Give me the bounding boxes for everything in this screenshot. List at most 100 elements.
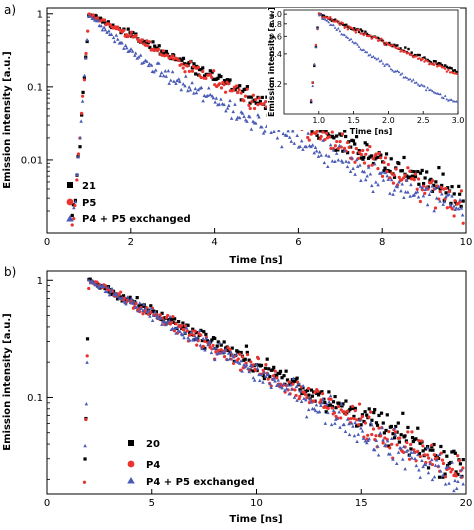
data-point [330, 130, 334, 134]
data-point [351, 139, 356, 143]
data-point [357, 150, 361, 154]
inset-data-point [411, 78, 415, 81]
data-point [386, 162, 390, 167]
data-point [222, 350, 227, 354]
data-point [385, 170, 389, 174]
y-tick-label: 1 [37, 9, 43, 20]
data-point [193, 329, 197, 333]
data-point [291, 380, 295, 384]
inset-data-point [346, 28, 350, 31]
data-point [177, 58, 181, 63]
data-point [326, 406, 330, 410]
data-point [259, 363, 264, 367]
data-point [423, 447, 428, 451]
data-point [369, 410, 373, 414]
inset-data-point [368, 53, 372, 56]
data-point [330, 159, 335, 163]
inset-data-point [418, 57, 421, 60]
data-point [85, 37, 89, 42]
data-point [370, 183, 374, 188]
panel-a-x-title: Time [ns] [229, 255, 282, 266]
data-point [306, 407, 311, 412]
inset-data-point [429, 61, 433, 64]
data-point [292, 141, 297, 145]
data-point [262, 376, 266, 381]
data-point [379, 156, 383, 160]
data-point [187, 85, 191, 89]
data-point [360, 413, 365, 417]
data-point [304, 398, 308, 402]
data-point [342, 148, 347, 153]
data-point [111, 35, 116, 40]
data-point [439, 444, 443, 449]
panel-b-points [82, 277, 465, 493]
inset-data-point [316, 27, 319, 30]
data-point [142, 302, 146, 306]
data-point [321, 130, 325, 134]
data-point [131, 301, 135, 305]
data-point [78, 135, 82, 140]
inset-x-tick-label: 1.0 [312, 116, 325, 125]
data-point [249, 364, 254, 368]
inset-data-point [392, 43, 396, 47]
data-point [222, 102, 226, 107]
data-point [113, 291, 118, 295]
data-point [152, 69, 156, 74]
data-point [450, 207, 454, 211]
data-point [147, 61, 152, 66]
data-point [355, 164, 360, 168]
data-point [320, 390, 324, 394]
data-point [233, 88, 237, 92]
data-point [444, 465, 449, 470]
x-tick-label: 4 [211, 237, 217, 248]
data-point [428, 461, 432, 466]
data-point [410, 436, 415, 440]
data-point [314, 391, 319, 395]
data-point [103, 286, 107, 291]
data-point [245, 350, 249, 355]
inset-data-point [450, 98, 453, 101]
data-point [171, 54, 175, 58]
data-point [146, 312, 151, 316]
data-point [335, 416, 339, 420]
data-point [160, 49, 164, 53]
data-point [295, 376, 299, 380]
data-point [222, 79, 227, 83]
inset-data-point [362, 33, 366, 37]
inset-data-point [455, 99, 458, 103]
data-point [282, 374, 286, 378]
data-point [416, 169, 420, 174]
data-point [150, 318, 155, 323]
data-point [396, 450, 401, 454]
data-point [151, 40, 155, 44]
data-point [371, 427, 376, 431]
data-point [152, 309, 156, 313]
data-point [432, 442, 436, 447]
data-point [109, 289, 113, 293]
data-point [351, 424, 355, 428]
data-point [431, 448, 435, 452]
data-point [387, 430, 391, 434]
inset-data-point [380, 59, 383, 62]
panel-a: a) 0 2 4 6 8 10 1 0.1 0.01 Time [ns] Emission in… [2, 3, 472, 266]
inset-data-point [341, 33, 345, 36]
data-point [82, 75, 86, 80]
data-point [174, 322, 178, 326]
inset-y-tick-label: 0.2 [269, 80, 282, 89]
data-point [261, 102, 265, 106]
data-point [347, 421, 351, 426]
data-point [214, 346, 218, 350]
inset-data-point [353, 27, 356, 30]
inset-data-point [367, 53, 370, 57]
data-point [191, 327, 195, 331]
data-point [415, 187, 419, 191]
inset-series-2-points [309, 12, 458, 102]
data-point [177, 79, 182, 84]
data-point [340, 404, 344, 408]
data-point [403, 434, 407, 438]
data-point [248, 101, 252, 105]
data-point [406, 448, 410, 452]
data-point [202, 330, 206, 334]
data-point [430, 179, 435, 183]
inset-data-point [439, 92, 442, 96]
